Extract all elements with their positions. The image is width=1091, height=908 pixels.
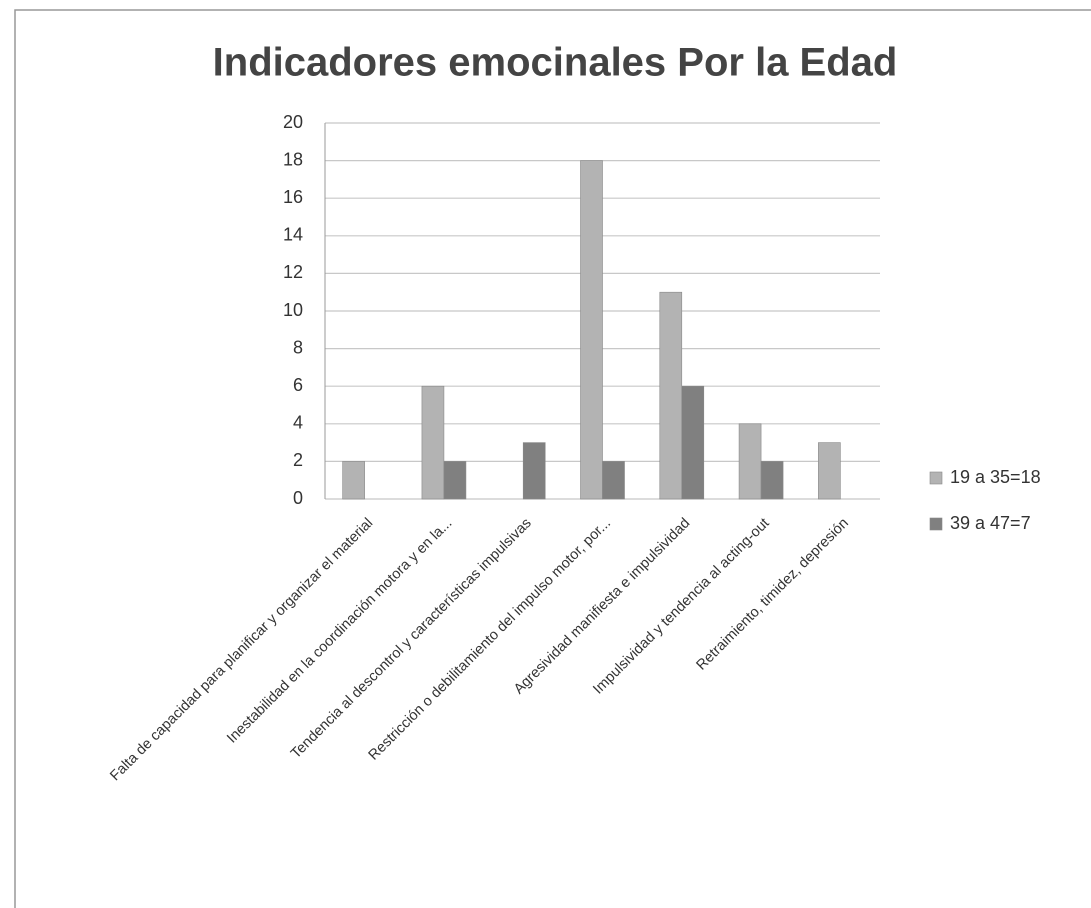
bar bbox=[681, 385, 705, 500]
y-tick-label: 20 bbox=[283, 112, 303, 132]
x-tick-label: Falta de capacidad para planificar y org… bbox=[107, 515, 376, 784]
bar bbox=[443, 461, 467, 500]
legend-swatch bbox=[929, 471, 943, 485]
y-tick-label: 10 bbox=[283, 300, 303, 320]
bar bbox=[760, 461, 784, 500]
chart-frame bbox=[14, 9, 1091, 908]
y-tick-label: 6 bbox=[293, 375, 303, 395]
x-tick-label: Retraimiento, timidez, depresión bbox=[694, 515, 852, 673]
y-tick-label: 16 bbox=[283, 187, 303, 207]
y-tick-label: 8 bbox=[293, 337, 303, 357]
legend-swatch bbox=[929, 517, 943, 531]
x-tick-label: Agresividad manifiesta e impulsividad bbox=[511, 515, 693, 697]
bar bbox=[342, 461, 365, 500]
y-tick-label: 18 bbox=[283, 149, 303, 169]
legend-label: 19 a 35=18 bbox=[950, 467, 1041, 487]
y-tick-label: 12 bbox=[283, 262, 303, 282]
bar bbox=[818, 442, 841, 500]
y-tick-label: 2 bbox=[293, 450, 303, 470]
y-tick-label: 14 bbox=[283, 225, 303, 245]
bar bbox=[421, 385, 445, 500]
chart-title: Indicadores emocinales Por la Edad bbox=[213, 41, 898, 85]
legend-label: 39 a 47=7 bbox=[950, 513, 1031, 533]
bar bbox=[738, 423, 762, 500]
bar bbox=[602, 461, 625, 500]
bar bbox=[659, 291, 683, 500]
x-tick-label: Impulsividad y tendencia al acting-out bbox=[590, 515, 772, 697]
y-tick-label: 4 bbox=[293, 413, 303, 433]
bar bbox=[580, 160, 603, 500]
bar bbox=[522, 442, 546, 500]
y-tick-label: 0 bbox=[293, 488, 303, 508]
